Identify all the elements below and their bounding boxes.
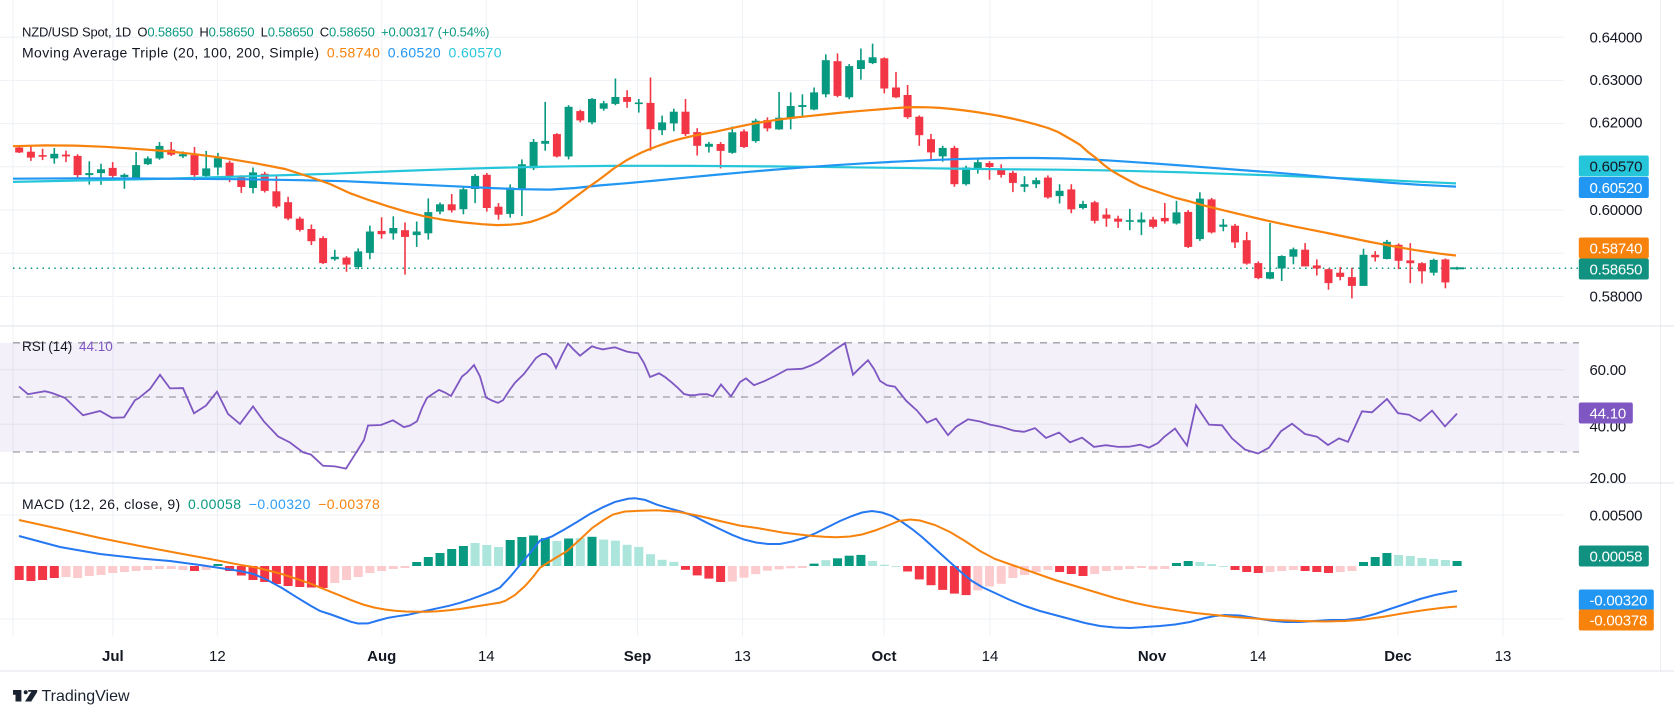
svg-text:14: 14 [1250,648,1267,665]
svg-text:NZD/USD Spot, 1D O0.58650 H0.5: NZD/USD Spot, 1D O0.58650 H0.58650 L0.58… [22,25,489,40]
svg-text:Oct: Oct [871,648,896,665]
svg-text:0.58740: 0.58740 [1590,240,1643,257]
svg-text:Dec: Dec [1384,648,1412,665]
svg-text:44.10: 44.10 [1590,405,1627,422]
svg-text:60.00: 60.00 [1590,362,1627,379]
svg-text:0.62000: 0.62000 [1590,114,1643,131]
svg-text:0.58000: 0.58000 [1590,288,1643,305]
svg-text:0.00500: 0.00500 [1590,507,1643,524]
svg-text:Sep: Sep [624,648,652,665]
svg-text:TradingView: TradingView [42,688,130,705]
svg-text:MACD (12, 26, close, 9) 0.0005: MACD (12, 26, close, 9) 0.00058 −0.00320… [22,496,380,512]
svg-text:0.60000: 0.60000 [1590,202,1643,219]
svg-text:14: 14 [478,648,495,665]
svg-text:Jul: Jul [102,648,124,665]
svg-text:Nov: Nov [1138,648,1167,665]
svg-text:20.00: 20.00 [1590,470,1627,487]
svg-text:14: 14 [982,648,999,665]
svg-text:0.60520: 0.60520 [1590,180,1643,197]
svg-text:-0.00378: -0.00378 [1590,612,1648,629]
svg-text:13: 13 [734,648,751,665]
svg-text:Aug: Aug [367,648,396,665]
svg-text:RSI (14) 44.10: RSI (14) 44.10 [22,339,113,354]
svg-text:13: 13 [1495,648,1512,665]
svg-text:0.00058: 0.00058 [1590,548,1643,565]
svg-text:0.60570: 0.60570 [1590,158,1643,175]
svg-text:0.64000: 0.64000 [1590,29,1643,46]
svg-text:0.63000: 0.63000 [1590,72,1643,89]
svg-text:12: 12 [209,648,226,665]
svg-text:0.58650: 0.58650 [1590,261,1643,278]
svg-text:Moving Average Triple (20, 100: Moving Average Triple (20, 100, 200, Sim… [22,45,502,61]
svg-text:-0.00320: -0.00320 [1590,592,1648,609]
